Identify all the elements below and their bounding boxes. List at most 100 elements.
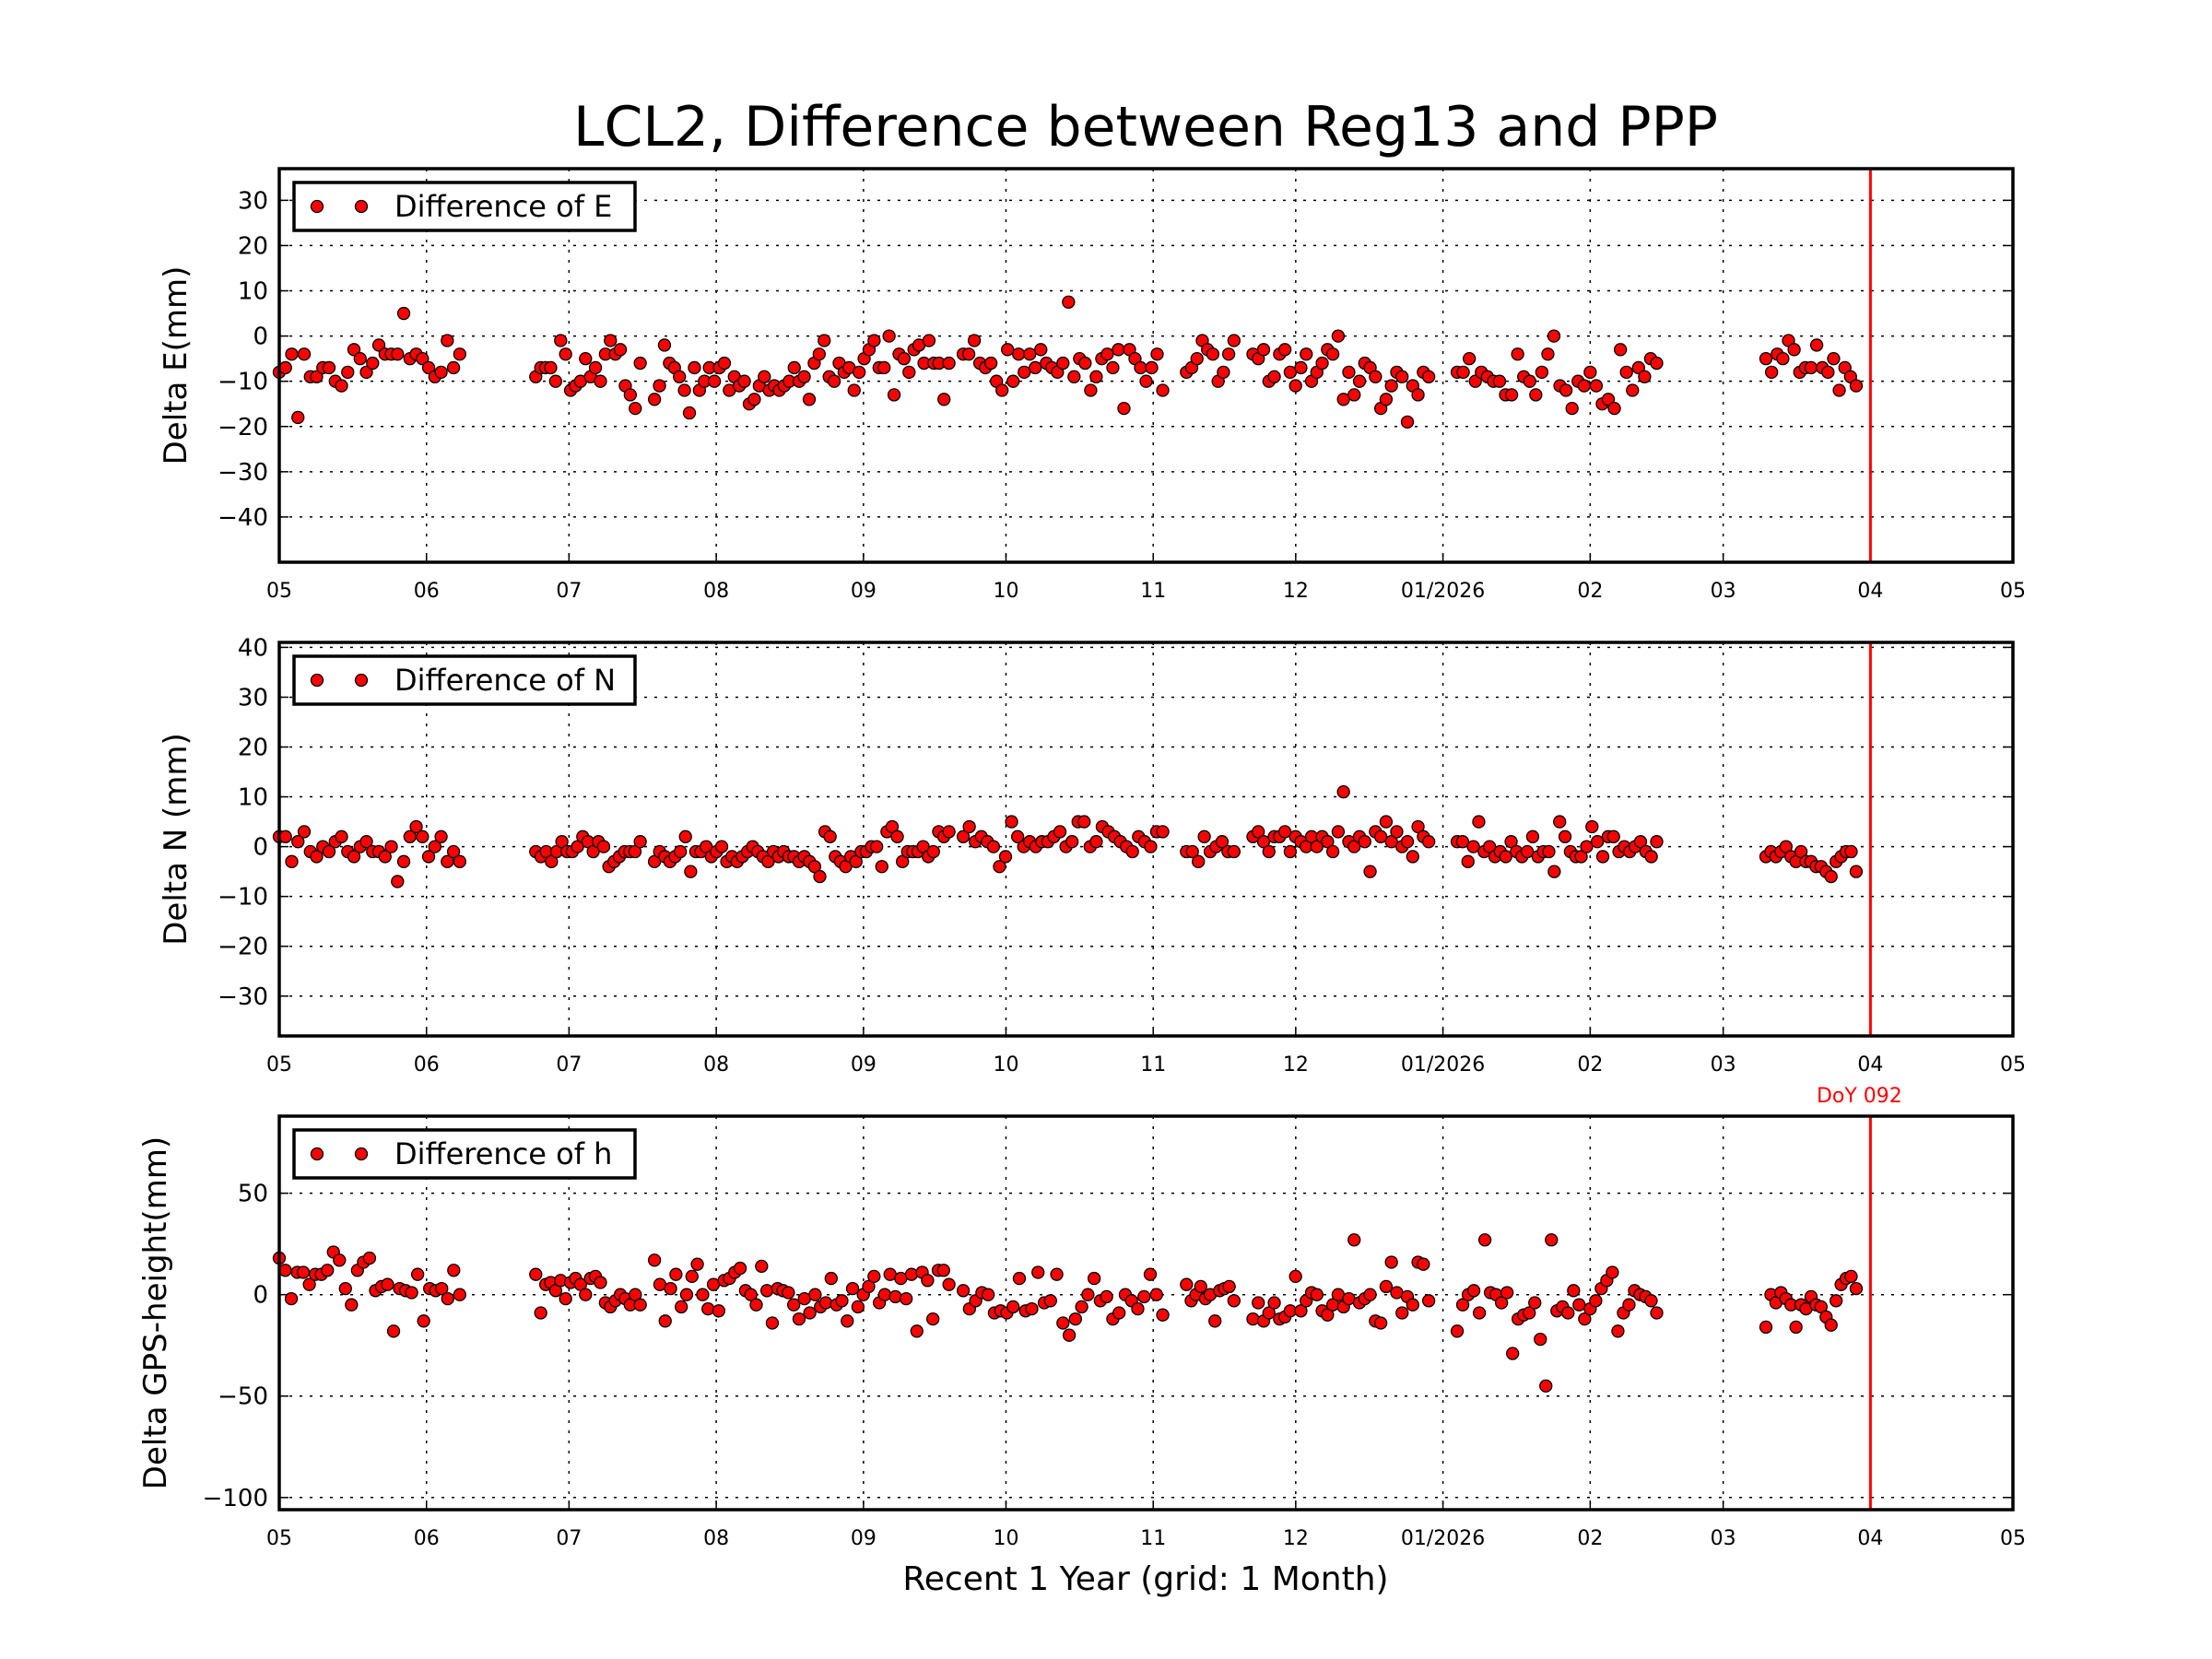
data-point [1499,850,1512,864]
data-point [1062,1328,1077,1342]
data-point [1580,840,1594,853]
data-point [673,370,687,383]
data-point [579,351,593,366]
data-point [1267,1296,1281,1310]
data-point [362,1251,377,1265]
data-point [1482,840,1497,853]
data-point [1590,835,1605,849]
x-tick-label: 06 [414,1053,440,1077]
y-tick-label: 50 [238,1181,268,1208]
legend-box [292,1128,637,1180]
data-point [1062,295,1076,309]
y-tick-label: 30 [238,187,268,215]
x-tick-label: 03 [1711,1527,1736,1550]
data-point [995,383,1009,397]
data-point [1776,351,1790,366]
data-point [1644,1294,1658,1308]
data-point [1400,835,1415,849]
data-point [291,410,305,425]
data-point [1400,415,1415,429]
data-point [633,835,647,849]
data-point [936,1264,950,1277]
data-point [1607,401,1621,416]
data-point [1227,1294,1241,1308]
data-point [1288,1269,1302,1284]
data-point [1156,383,1170,397]
data-point [604,334,618,347]
x-tick-label: 04 [1857,1053,1883,1077]
data-point [1087,1271,1101,1286]
data-point [1849,379,1864,393]
data-point [1227,844,1241,859]
data-point [1565,401,1579,416]
axes-frame [277,1114,2015,1512]
data-point [1112,1306,1126,1320]
data-point [1421,370,1436,383]
data-point [1535,365,1549,380]
data-point [921,1274,935,1288]
data-point [1369,370,1382,383]
data-point [1572,1298,1586,1312]
data-point [1342,365,1356,380]
x-tick-label: 08 [703,580,729,603]
data-point [664,1281,677,1296]
data-point [341,365,355,380]
data-point [1824,869,1838,884]
data-point [1034,343,1048,357]
data-point [714,840,729,853]
x-tick-label: 10 [993,1053,1018,1077]
data-point [1001,343,1015,357]
data-point [594,1276,607,1289]
data-point [690,1257,704,1271]
data-point [1077,815,1091,829]
legend-label: Difference of h [394,1136,612,1171]
data-point [1352,374,1367,388]
legend-box [292,654,637,706]
data-point [1197,830,1211,843]
data-point [333,1253,347,1267]
data-point [758,370,771,383]
data-point [1477,1233,1492,1247]
x-tick-label: 05 [2000,1527,2026,1550]
data-point [1547,329,1561,343]
data-point [875,860,888,874]
data-point [1067,370,1081,383]
data-point [529,1267,543,1281]
data-point [453,1288,466,1301]
y-tick-label: 20 [238,232,268,260]
data-point [1461,854,1475,868]
y-axis-label: Delta E(mm) [158,266,194,465]
data-point [1601,393,1616,406]
x-tick-label: 01/2026 [1401,1527,1485,1550]
data-point [1321,835,1335,849]
x-tick-label: 12 [1283,580,1309,603]
panel-2: 05 06 07 08 09 10 11 12 01/2026 02 03 04 05 40 30 20 10 0… [158,634,2026,1108]
data-point [1585,819,1599,834]
data-point [1511,347,1524,361]
data-point [1844,844,1858,859]
data-point [910,1324,924,1338]
data-point [818,1296,833,1310]
data-point [679,1288,694,1301]
data-point [1379,1279,1394,1294]
data-point [1577,379,1591,393]
data-point [877,1288,892,1301]
data-point [1759,1320,1773,1335]
x-tick-label: 08 [703,1053,729,1077]
data-point [1005,815,1018,829]
data-point [1650,1306,1664,1320]
data-point [1395,1306,1409,1320]
data-point [1315,356,1329,371]
data-point [647,1253,662,1267]
data-point [1075,1300,1088,1314]
data-point [434,365,448,380]
reference-line-label: DoY 092 [1817,1085,1902,1108]
data-point [1373,1316,1388,1330]
data-point [1031,1265,1045,1279]
data-point [1534,1332,1547,1347]
data-point [1844,1269,1858,1284]
x-tick-label: 02 [1577,1053,1603,1077]
data-point [1539,1379,1553,1393]
data-point [1373,830,1388,843]
data-point [1468,374,1482,388]
